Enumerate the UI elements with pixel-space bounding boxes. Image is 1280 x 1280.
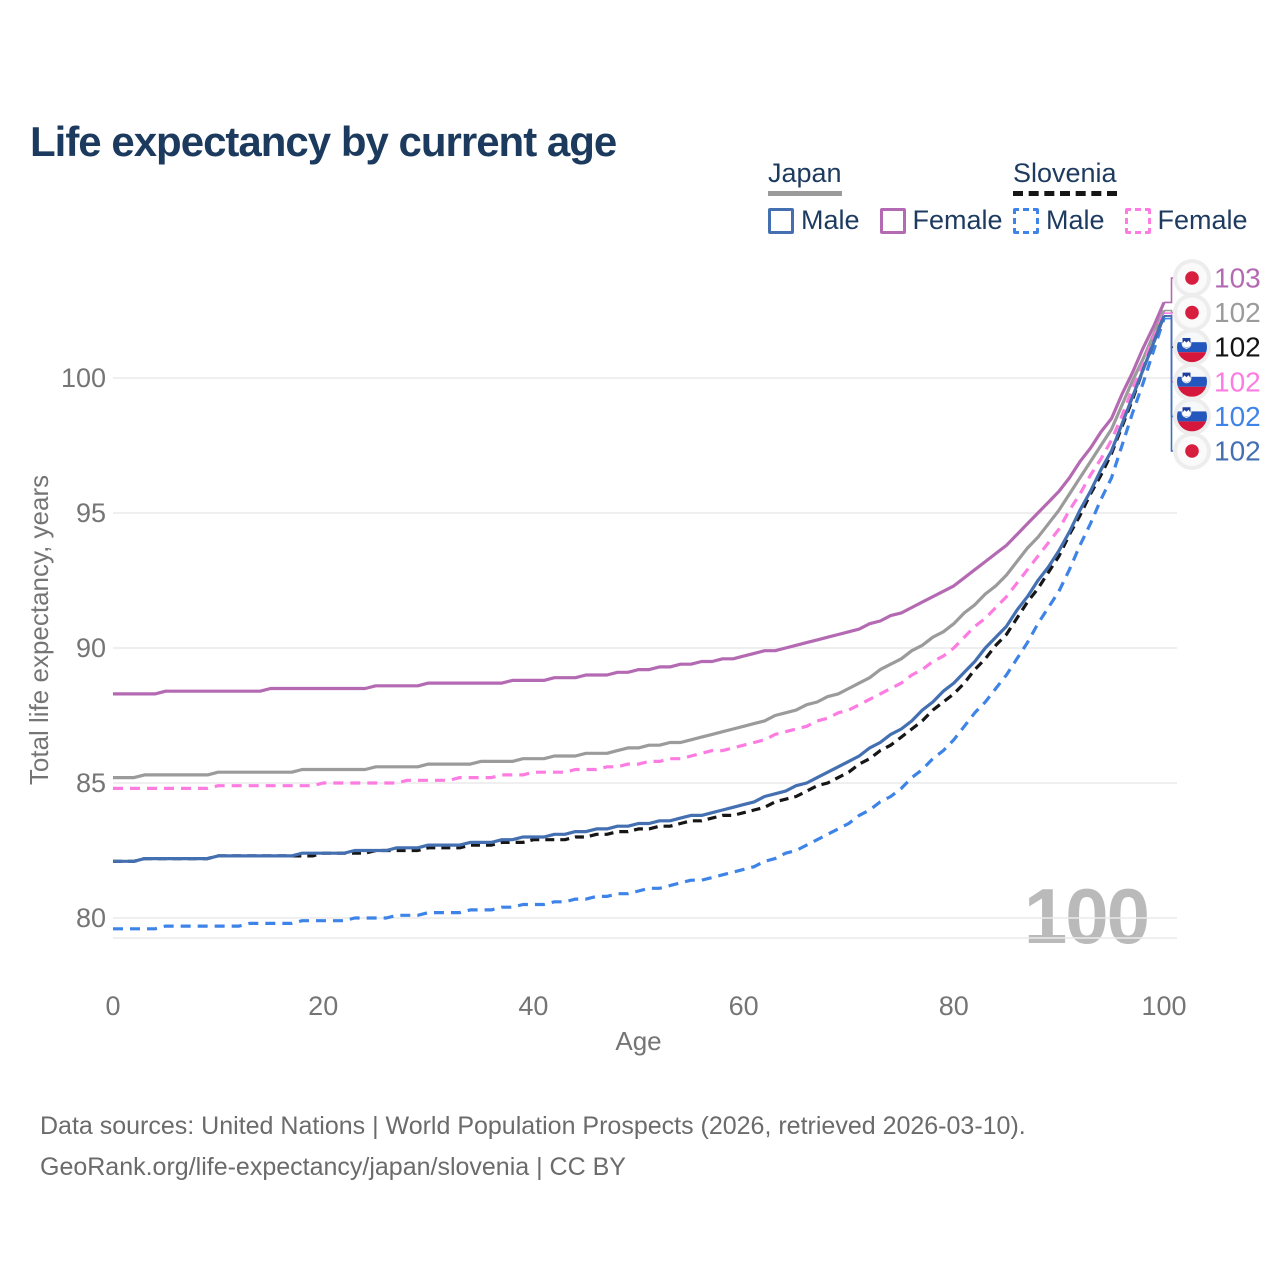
legend-group-slovenia: Slovenia Male Female <box>1013 158 1248 236</box>
y-axis-title: Total life expectancy, years <box>24 475 54 785</box>
series-line-slovenia-both[interactable] <box>113 315 1166 863</box>
end-value-label-slovenia-both: 102 <box>1214 332 1261 363</box>
page-title: Life expectancy by current age <box>30 118 617 166</box>
legend-item-slovenia-female[interactable]: Female <box>1124 205 1248 236</box>
japan-flag-icon <box>1173 432 1211 470</box>
slovenia-male-swatch <box>1013 207 1039 234</box>
x-tick-label-100: 100 <box>1141 991 1186 1021</box>
x-axis-title: Age <box>615 1026 661 1056</box>
legend-item-japan-male[interactable]: Male <box>768 205 860 236</box>
japan-flag-icon <box>1173 259 1211 297</box>
series-line-japan-female[interactable] <box>113 301 1166 696</box>
legend-item-slovenia-male[interactable]: Male <box>1013 205 1105 236</box>
japan-flag-icon <box>1173 293 1211 332</box>
legend-items-slovenia: Male Female <box>1013 205 1248 236</box>
legend-country-slovenia[interactable]: Slovenia <box>1013 158 1117 196</box>
y-tick-label-100: 100 <box>61 363 106 393</box>
x-tick-label-0: 0 <box>105 991 120 1021</box>
series-line-japan-male[interactable] <box>113 315 1166 863</box>
legend-country-japan[interactable]: Japan <box>768 158 842 196</box>
end-value-label-japan-both: 102 <box>1214 297 1261 328</box>
x-tick-label-20: 20 <box>308 991 338 1021</box>
x-tick-label-80: 80 <box>939 991 969 1021</box>
legend-items-japan: Male Female <box>768 205 1003 236</box>
slovenia-flag-icon <box>1173 397 1211 436</box>
y-tick-label-85: 85 <box>76 768 106 798</box>
y-tick-label-80: 80 <box>76 903 106 933</box>
series-line-slovenia-female[interactable] <box>113 312 1166 790</box>
legend-item-label: Male <box>801 205 860 235</box>
legend-item-label: Female <box>912 205 1003 235</box>
slovenia-flag-icon <box>1173 328 1211 367</box>
legend-item-japan-female[interactable]: Female <box>879 205 1003 236</box>
end-value-label-japan-female: 103 <box>1214 263 1261 294</box>
series-line-slovenia-male[interactable] <box>113 318 1166 931</box>
series-line-japan-both[interactable] <box>113 309 1166 780</box>
footer-line-attribution: GeoRank.org/life-expectancy/japan/sloven… <box>40 1153 626 1181</box>
slovenia-flag-icon <box>1173 362 1211 401</box>
japan-male-swatch <box>768 207 794 234</box>
end-value-label-japan-male: 102 <box>1214 436 1261 467</box>
y-tick-label-95: 95 <box>76 498 106 528</box>
legend-item-label: Male <box>1046 205 1105 235</box>
legend-item-label: Female <box>1157 205 1248 235</box>
x-tick-label-40: 40 <box>518 991 548 1021</box>
end-value-label-slovenia-female: 102 <box>1214 366 1261 397</box>
footer-line-sources: Data sources: United Nations | World Pop… <box>40 1112 1026 1140</box>
age-counter-watermark: 100 <box>1024 872 1148 960</box>
slovenia-female-swatch <box>1124 207 1151 234</box>
data-sources-footer: Data sources: United Nations | World Pop… <box>40 1106 1026 1188</box>
x-tick-label-60: 60 <box>729 991 759 1021</box>
end-value-label-slovenia-male: 102 <box>1214 401 1261 432</box>
y-tick-label-90: 90 <box>76 633 106 663</box>
japan-female-swatch <box>879 207 906 234</box>
legend-group-japan: Japan Male Female <box>768 158 1003 236</box>
